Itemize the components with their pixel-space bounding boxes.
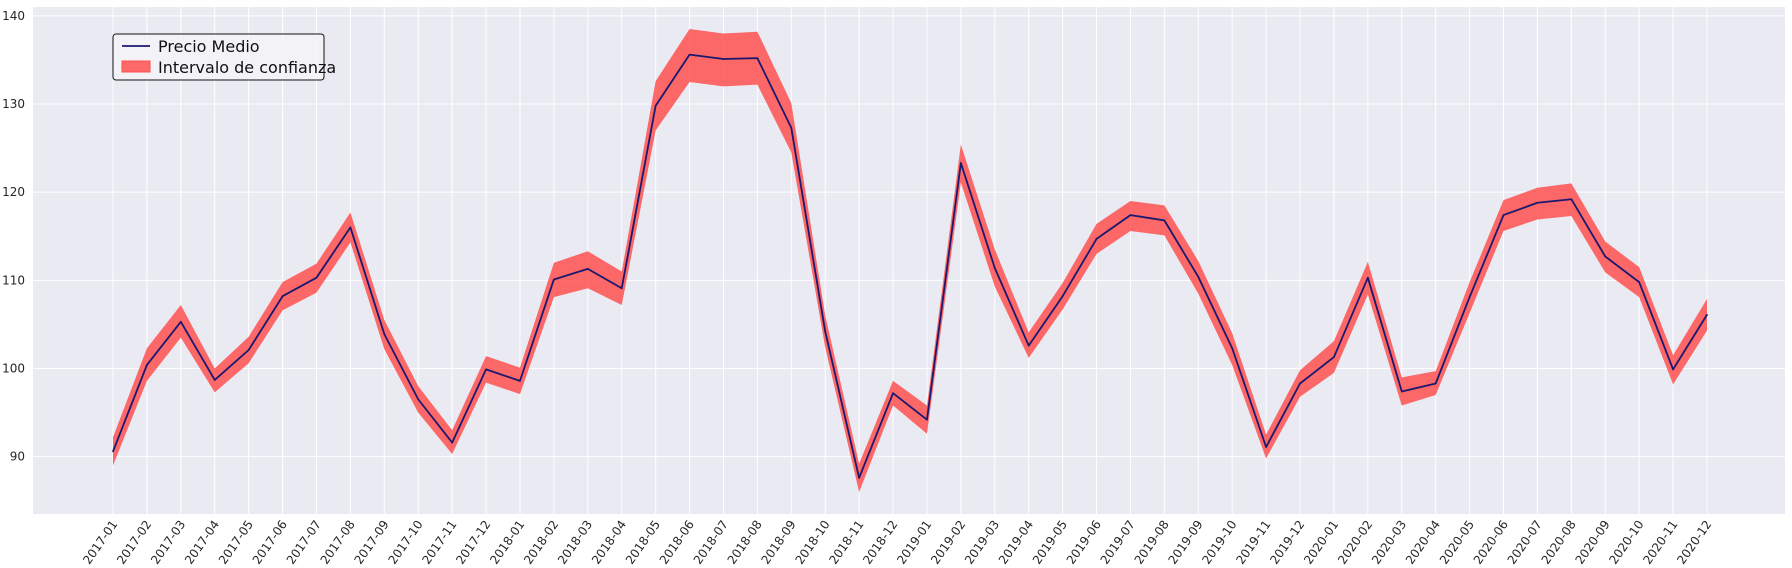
y-tick-label: 140 [2,9,25,23]
mean-price-point [315,276,318,279]
mean-price-point [417,398,420,401]
legend: Precio Medio Intervalo de confianza [112,33,336,81]
mean-price-point [1604,255,1607,258]
gridlines [33,7,1785,514]
mean-price-point [451,441,453,444]
mean-price-point [213,379,216,381]
plot-area-background [33,7,1785,514]
legend-label-precio-medio: Precio Medio [158,37,260,56]
mean-price-point [1502,214,1505,216]
mean-price-point [960,162,962,164]
mean-price-point [1231,347,1233,350]
mean-price-point [1468,296,1471,298]
legend-frame [112,33,325,81]
mean-price-point [1367,276,1369,279]
mean-price-point [247,349,250,351]
mean-price-point [1434,382,1437,385]
mean-price-point [1570,198,1573,201]
mean-price-point [349,226,352,229]
mean-price-point [587,268,589,270]
y-tick-label: 90 [10,450,25,464]
mean-price-point [824,330,827,333]
mean-price-point [1129,214,1132,216]
y-axis-tick-labels: 90 100 110 120 130 140 [2,9,25,464]
mean-price-point [112,450,114,453]
mean-price-point [180,320,182,323]
mean-price-point [892,392,894,395]
mean-price-point [993,267,996,269]
mean-line-group [112,53,1708,479]
y-tick-label: 130 [2,97,25,111]
mean-price-point [790,126,793,129]
mean-price-point [1672,368,1674,371]
x-axis-tick-labels: 2017-012017-022017-032017-042017-052017-… [80,518,1714,567]
mean-price-point [858,477,860,479]
x-tick-label: 2020-12 [1674,518,1714,567]
mean-price-point [1163,219,1166,222]
mean-price-point [553,278,555,281]
mean-price-point [383,333,386,335]
mean-price-point [281,295,284,298]
mean-price-point [1706,313,1708,316]
mean-price-point [1400,390,1403,393]
mean-price-point [1061,295,1064,298]
mean-price-point [1027,344,1030,347]
y-tick-label: 100 [2,362,25,376]
mean-price-point [1333,356,1335,358]
mean-price-point [1095,238,1098,240]
mean-price-point [1265,446,1267,448]
mean-price-point [1536,201,1539,204]
y-tick-label: 120 [2,185,25,199]
legend-band-swatch [121,60,151,73]
mean-price-point [756,57,759,59]
mean-price-point [485,368,487,371]
mean-price-point [146,364,148,366]
mean-price-point [1638,281,1640,283]
mean-price-line [112,53,1708,479]
mean-price-point [926,418,928,421]
mean-price-point [620,287,623,290]
mean-price-point [654,104,657,107]
legend-label-intervalo: Intervalo de confianza [158,58,336,77]
mean-price-point [1197,276,1200,278]
mean-price-point [519,380,521,382]
mean-price-point [1299,382,1301,385]
mean-price-point [688,53,691,56]
mean-price-point [722,58,725,60]
y-tick-label: 110 [2,273,25,287]
